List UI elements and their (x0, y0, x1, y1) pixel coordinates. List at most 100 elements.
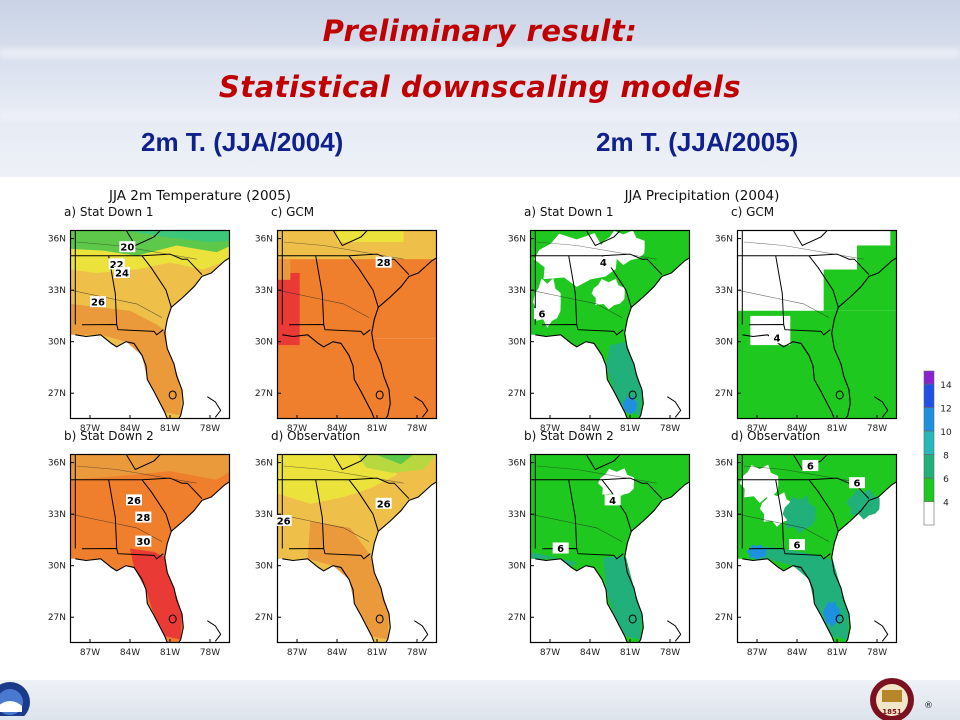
contour-label: 4 (600, 258, 607, 269)
map-panel: b) Stat Down 2 4 6 36N 33N 30N 27N 87W 84W 81W 78W (508, 429, 691, 658)
fsu-seal-logo: 1851 ® (870, 678, 933, 720)
precipitation-colorbar: 14 12 10 8 6 4 (923, 370, 952, 526)
x-tick-label: 78W (867, 424, 887, 434)
x-tick-label: 81W (367, 648, 387, 658)
y-tick-label: 30N (715, 562, 733, 572)
contour-label-bg (552, 542, 569, 554)
slide-title-line1: Preliminary result: (322, 14, 638, 48)
y-tick-label: 33N (715, 286, 733, 296)
contour-label: 30 (136, 537, 150, 548)
contour-label: 6 (794, 541, 801, 552)
contour-label-bg (534, 308, 550, 320)
panel-label: d) Observation (731, 429, 820, 443)
y-tick-label: 36N (508, 235, 526, 245)
x-tick-label: 81W (160, 648, 180, 658)
contour-label: 6 (539, 310, 546, 321)
y-tick-label: 30N (508, 338, 526, 348)
x-tick-label: 78W (407, 648, 427, 658)
contour-label-bg (375, 256, 392, 268)
y-tick-label: 30N (48, 562, 66, 572)
x-tick-label: 78W (867, 648, 887, 658)
map-figure-temperature: JJA 2m Temperature (2005)a) Stat Down 1 2… (48, 188, 438, 658)
x-tick-label: 84W (120, 424, 140, 434)
colorbar-tick-label: 8 (943, 452, 949, 462)
colorbar-swatch (923, 430, 935, 455)
y-tick-label: 27N (48, 389, 66, 399)
contour-label: 6 (557, 544, 564, 555)
contour-label-bg (275, 515, 292, 527)
y-tick-label: 30N (255, 562, 273, 572)
y-tick-label: 27N (508, 613, 526, 623)
x-tick-label: 87W (80, 648, 100, 658)
contour-label-bg (604, 494, 621, 506)
map-panel: c) GCM 28 36N 33N 30N 27N 87W 84W 81W 78W (255, 205, 438, 434)
x-tick-label: 84W (787, 648, 807, 658)
panel-label: b) Stat Down 2 (524, 429, 614, 443)
contour-label: 6 (807, 462, 814, 473)
y-tick-label: 33N (255, 510, 273, 520)
y-tick-label: 30N (508, 562, 526, 572)
x-tick-label: 84W (120, 648, 140, 658)
colorbar-tick-label: 6 (943, 475, 949, 485)
y-tick-label: 33N (508, 510, 526, 520)
contour-label-bg (90, 296, 106, 308)
contour-label: 4 (774, 334, 781, 345)
x-tick-label: 78W (200, 424, 220, 434)
colorbar-swatch (923, 501, 935, 526)
colorbar-swatch (923, 407, 935, 432)
x-tick-label: 87W (287, 648, 307, 658)
y-tick-label: 36N (715, 235, 733, 245)
contour-label-bg (375, 497, 392, 509)
x-tick-label: 81W (620, 648, 640, 658)
noaa-logo (0, 682, 30, 716)
figure-title: JJA Precipitation (2004) (624, 188, 780, 204)
y-tick-label: 30N (715, 338, 733, 348)
contour-label-bg (789, 539, 805, 551)
y-tick-label: 27N (255, 613, 273, 623)
y-tick-label: 27N (508, 389, 526, 399)
x-tick-label: 78W (660, 424, 680, 434)
y-tick-label: 36N (715, 459, 733, 469)
panel-label: d) Observation (271, 429, 360, 443)
contour-label-bg (108, 258, 125, 270)
x-tick-label: 87W (287, 424, 307, 434)
subtitle-left: 2m T. (JJA/2004) (141, 127, 344, 157)
contour-label: 28 (136, 513, 150, 524)
y-tick-label: 30N (255, 338, 273, 348)
colorbar-tick-label: 12 (940, 405, 951, 415)
colorbar-tick-label: 4 (943, 499, 949, 509)
colorbar-swatch (923, 477, 935, 502)
x-tick-label: 78W (407, 424, 427, 434)
colorbar-tick-label: 14 (940, 381, 952, 391)
contour-label-bg (849, 477, 865, 489)
x-tick-label: 84W (327, 424, 347, 434)
contour-label-bg (119, 241, 136, 253)
y-tick-label: 27N (715, 613, 733, 623)
y-tick-label: 36N (255, 459, 273, 469)
x-tick-label: 87W (80, 424, 100, 434)
map-figure: JJA 2m Temperature (2005)a) Stat Down 12… (48, 188, 952, 658)
colorbar-swatch (923, 454, 935, 479)
svg-text:®: ® (924, 701, 933, 711)
y-tick-label: 30N (48, 338, 66, 348)
y-tick-label: 27N (255, 389, 273, 399)
y-tick-label: 36N (508, 459, 526, 469)
x-tick-label: 84W (580, 424, 600, 434)
colorbar-swatch (923, 383, 935, 408)
contour-label-bg (126, 494, 142, 506)
svg-text:1851: 1851 (882, 708, 902, 716)
panel-label: a) Stat Down 1 (64, 205, 154, 219)
x-tick-label: 81W (827, 424, 847, 434)
contour-label: 22 (110, 260, 124, 271)
panel-label: c) GCM (271, 205, 314, 219)
subtitle-right: 2m T. (JJA/2005) (596, 127, 799, 157)
contour-label-bg (114, 266, 130, 278)
contour-label: 26 (377, 499, 391, 510)
map-panel: c) GCM 4 36N 33N 30N 27N 87W 84W 81W 78W (715, 205, 898, 434)
x-tick-label: 81W (367, 424, 387, 434)
contour-label-bg (135, 511, 152, 523)
x-tick-label: 81W (620, 424, 640, 434)
y-tick-label: 36N (48, 459, 66, 469)
